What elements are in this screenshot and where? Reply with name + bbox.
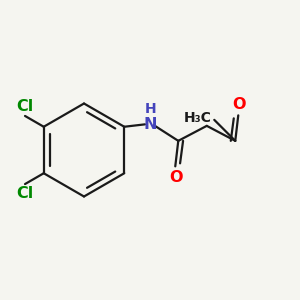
Text: Cl: Cl (16, 99, 34, 114)
Text: O: O (233, 97, 246, 112)
Text: H: H (145, 102, 157, 116)
Text: N: N (143, 117, 157, 132)
Text: H₃C: H₃C (183, 111, 211, 125)
Text: O: O (170, 170, 183, 185)
Text: Cl: Cl (16, 185, 34, 201)
